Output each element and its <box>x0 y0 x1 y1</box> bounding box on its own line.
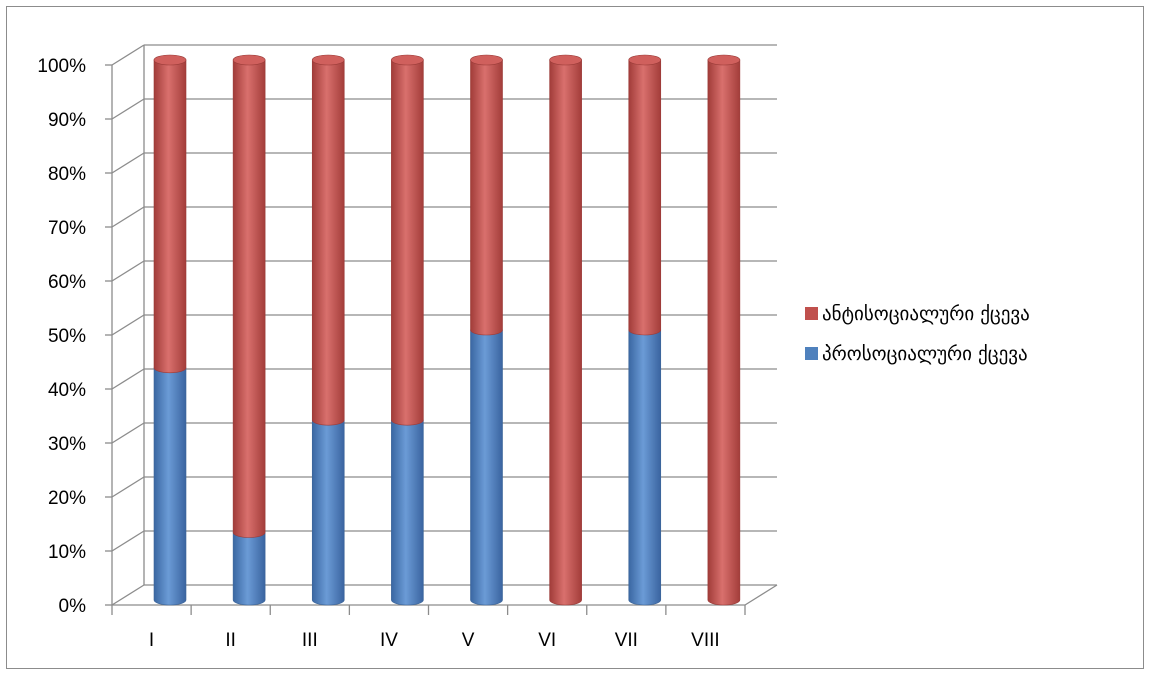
bar-segment <box>628 329 662 606</box>
y-tick-label: 100% <box>37 56 86 77</box>
bar-top-cap <box>707 54 741 66</box>
bar-segment <box>311 59 345 426</box>
bar-segment <box>707 59 741 606</box>
bar-segment <box>153 367 187 606</box>
gridline-side <box>111 152 145 174</box>
bar-segment <box>232 532 266 606</box>
gridline-side <box>111 314 145 336</box>
x-tick-label: V <box>462 630 475 651</box>
gridline-side <box>111 98 145 120</box>
bar-segment <box>232 59 266 538</box>
y-tick-label: 20% <box>48 488 86 509</box>
legend-label: პროსოციალური ქცევა <box>822 343 1028 365</box>
bar-top-cap <box>232 54 266 66</box>
x-tick-label: VI <box>538 630 556 651</box>
y-tick-label: 90% <box>48 110 86 131</box>
y-tick-label: 60% <box>48 272 86 293</box>
legend: ანტისოციალური ქცევა პროსოციალური ქცევა <box>805 303 1030 365</box>
bar-top-cap <box>311 54 345 66</box>
bar-top-cap <box>470 54 503 66</box>
bar-top-cap <box>153 54 187 66</box>
bar-segment <box>311 419 345 606</box>
y-tick-label: 10% <box>48 542 86 563</box>
bar-segment <box>470 329 503 606</box>
bar-top-cap <box>628 54 662 66</box>
y-tick-label: 50% <box>48 326 86 347</box>
legend-swatch <box>805 307 818 320</box>
y-tick-label: 30% <box>48 434 86 455</box>
bar-top-cap <box>549 54 582 66</box>
legend-swatch <box>805 347 818 360</box>
bar-segment <box>391 419 424 606</box>
legend-label: ანტისოციალური ქცევა <box>822 303 1030 325</box>
gridline-side <box>111 260 145 282</box>
bar-segment <box>549 59 582 606</box>
gridline-side <box>111 530 145 552</box>
gridline-side <box>111 422 145 444</box>
y-tick-label: 40% <box>48 380 86 401</box>
labels: 0%10%20%30%40%50%60%70%80%90%100%I II III I… <box>37 56 719 651</box>
x-tick-label: VIII <box>691 630 720 651</box>
bar-segment <box>628 59 662 336</box>
x-tick-label: IV <box>380 630 398 651</box>
y-tick-label: 70% <box>48 218 86 239</box>
gridline-side <box>111 476 145 498</box>
bar-top-cap <box>391 54 424 66</box>
gridline-side <box>111 44 145 66</box>
y-tick-label: 80% <box>48 164 86 185</box>
bar-segment <box>153 59 187 374</box>
gridline-side <box>111 584 145 606</box>
gridline-side <box>111 368 145 390</box>
x-tick-label: I <box>149 630 154 651</box>
bar-segment <box>470 59 503 336</box>
floor-right-edge <box>744 584 778 606</box>
bars <box>153 54 741 606</box>
x-tick-label: VII <box>615 630 638 651</box>
gridline-side <box>111 206 145 228</box>
axes <box>105 44 778 615</box>
y-tick-label: 0% <box>59 596 87 617</box>
x-tick-label: III <box>302 630 318 651</box>
x-tick-label: II <box>225 630 236 651</box>
bar-segment <box>391 59 424 426</box>
